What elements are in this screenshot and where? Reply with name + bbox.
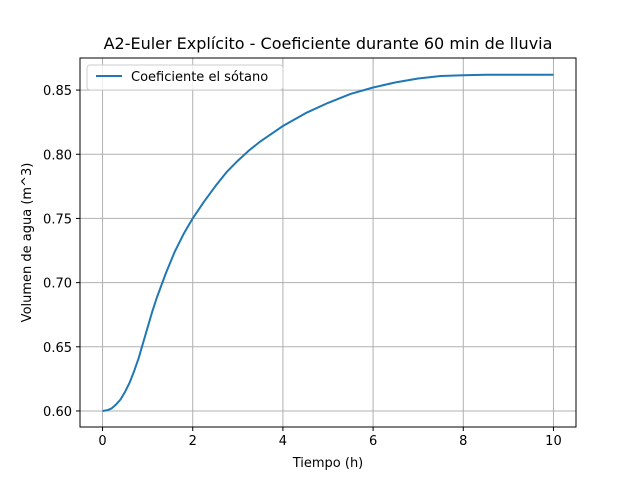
y-tick-label: 0.80 [43,148,72,163]
legend-label: Coeficiente el sótano [131,70,268,85]
x-axis-ticks: 0 2 4 6 8 10 [98,427,562,449]
y-tick-label: 0.85 [43,84,72,99]
x-axis-label: Tiempo (h) [292,456,364,471]
y-axis-ticks: 0.60 0.65 0.70 0.75 0.80 0.85 [43,84,80,420]
series-line [102,73,554,412]
y-tick-label: 0.60 [43,405,72,420]
legend-box [86,64,284,91]
x-tick-label: 10 [545,434,562,449]
plot-frame [79,57,577,428]
chart-title: A2-Euler Explícito - Coeficiente durante… [104,34,553,53]
series-layer [102,73,554,412]
x-tick-label: 0 [98,434,106,449]
x-tick-label: 8 [459,434,467,449]
y-tick-label: 0.70 [43,277,72,292]
x-tick-label: 4 [279,434,287,449]
y-tick-label: 0.75 [43,212,72,227]
y-tick-label: 0.65 [43,341,72,356]
legend: Coeficiente el sótano [86,64,284,91]
y-axis-label: Volumen de agua (m^3) [20,163,35,323]
plot-area [80,58,576,427]
x-tick-label: 6 [369,434,377,449]
x-tick-label: 2 [189,434,197,449]
